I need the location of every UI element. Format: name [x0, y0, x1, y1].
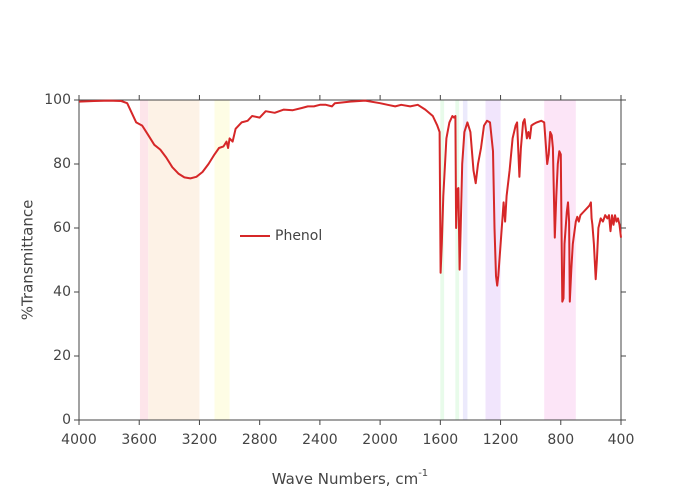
spectrum-line — [78, 99, 622, 303]
y-tick-label: 0 — [62, 412, 71, 428]
x-tick-label: 1200 — [483, 432, 519, 448]
x-tick-label: 2800 — [242, 432, 278, 448]
y-tick-label: 80 — [53, 156, 71, 172]
band — [455, 100, 460, 420]
y-axis-title: %Transmittance — [19, 200, 37, 321]
x-tick-label: 1600 — [423, 432, 459, 448]
x-tick-label: 2000 — [362, 432, 398, 448]
x-tick-label: 3600 — [121, 432, 157, 448]
band — [214, 100, 230, 420]
x-tick-label: 2400 — [302, 432, 338, 448]
x-tick-label: 4000 — [61, 432, 97, 448]
x-tick-label: 800 — [547, 432, 574, 448]
y-tick-label: 20 — [53, 348, 71, 364]
plot-frame — [78, 99, 622, 421]
x-axis-title-sup: -1 — [418, 468, 428, 479]
x-tick-label: 400 — [608, 432, 635, 448]
y-tick-label: 40 — [53, 284, 71, 300]
y-tick-label: 60 — [53, 220, 71, 236]
band — [440, 100, 445, 420]
x-axis-title-main: Wave Numbers, cm — [272, 470, 418, 488]
legend-label: Phenol — [275, 228, 322, 244]
x-axis-title: Wave Numbers, cm-1 — [272, 468, 428, 488]
band — [139, 100, 149, 420]
y-tick-label: 100 — [44, 92, 71, 108]
band — [462, 100, 468, 420]
band — [485, 100, 501, 420]
band — [148, 100, 200, 420]
x-tick-label: 3200 — [182, 432, 218, 448]
